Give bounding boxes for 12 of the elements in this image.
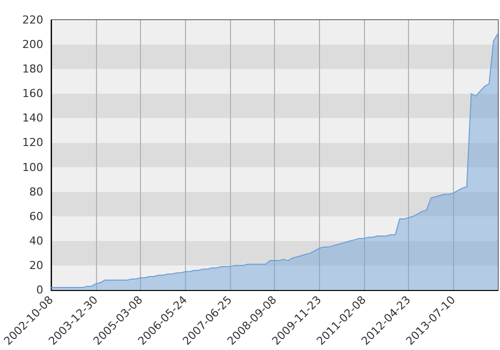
y-tick-label: 80 <box>29 185 44 198</box>
y-tick-label: 220 <box>22 14 44 26</box>
y-tick-label: 40 <box>29 234 44 248</box>
y-tick-label: 180 <box>22 62 44 76</box>
y-tick-label: 0 <box>36 284 44 296</box>
y-tick-label: 20 <box>29 258 44 272</box>
y-tick-label: 200 <box>22 38 44 52</box>
y-tick-label: 120 <box>22 136 44 150</box>
y-tick-label: 160 <box>22 87 44 100</box>
y-tick-label: 100 <box>22 160 44 174</box>
y-tick-label: 60 <box>29 210 44 223</box>
y-tick-label: 140 <box>22 112 44 125</box>
